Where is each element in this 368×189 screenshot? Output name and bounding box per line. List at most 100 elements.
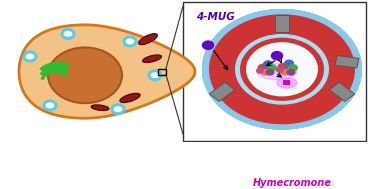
Circle shape [265,69,275,76]
Circle shape [203,11,359,129]
Circle shape [205,10,358,126]
Circle shape [202,9,361,129]
Circle shape [202,41,213,49]
Ellipse shape [272,163,302,178]
Circle shape [204,10,360,127]
Circle shape [204,10,361,128]
Circle shape [204,10,361,129]
Circle shape [231,31,333,108]
Circle shape [205,11,361,129]
Circle shape [204,10,358,126]
Circle shape [219,22,345,117]
Circle shape [202,9,362,129]
Bar [158,69,166,74]
Circle shape [203,11,360,129]
Circle shape [48,47,122,103]
Circle shape [202,9,362,129]
Circle shape [205,10,361,127]
Circle shape [203,11,357,127]
Circle shape [225,26,339,112]
Circle shape [206,11,361,126]
Circle shape [234,33,330,105]
Circle shape [205,11,361,128]
Circle shape [210,15,354,124]
Circle shape [202,9,362,129]
Circle shape [203,10,360,129]
Circle shape [204,10,360,128]
Circle shape [224,26,340,113]
Circle shape [213,17,351,121]
Circle shape [202,9,361,129]
Circle shape [256,68,264,74]
Circle shape [205,10,361,128]
Circle shape [246,42,318,96]
Circle shape [202,10,361,129]
Circle shape [204,10,358,127]
Ellipse shape [257,63,297,80]
Circle shape [204,10,360,127]
Circle shape [223,25,341,114]
Circle shape [124,37,136,46]
Circle shape [202,9,361,129]
Circle shape [202,9,362,129]
Circle shape [202,9,362,129]
Circle shape [202,9,362,129]
Circle shape [203,11,358,128]
Circle shape [203,12,357,128]
Circle shape [204,9,361,128]
Circle shape [205,12,360,129]
Circle shape [203,10,360,128]
Circle shape [112,105,124,114]
Circle shape [205,12,360,129]
Circle shape [203,11,358,128]
Circle shape [202,9,362,129]
Circle shape [203,10,361,129]
Ellipse shape [142,55,162,63]
Circle shape [229,29,335,109]
Circle shape [204,11,360,129]
Polygon shape [209,82,235,101]
Circle shape [204,10,362,129]
Circle shape [202,10,361,129]
Circle shape [205,10,361,128]
Circle shape [205,10,361,128]
Circle shape [202,9,362,129]
Circle shape [203,9,362,129]
Circle shape [212,17,352,122]
Circle shape [233,32,331,106]
Circle shape [205,12,361,129]
Circle shape [203,11,357,127]
Ellipse shape [120,93,140,103]
Circle shape [202,9,362,129]
Circle shape [203,11,361,129]
Circle shape [203,9,362,129]
Text: 4-MUG: 4-MUG [196,12,235,22]
Circle shape [203,9,361,129]
Circle shape [277,63,289,71]
Circle shape [205,10,359,126]
Circle shape [203,10,360,128]
Circle shape [204,11,361,129]
Circle shape [202,10,360,128]
Circle shape [205,10,360,127]
Circle shape [204,12,360,129]
Polygon shape [275,15,289,32]
Circle shape [232,32,332,107]
Circle shape [218,21,346,118]
Circle shape [205,11,361,128]
Circle shape [206,13,360,129]
Circle shape [204,10,361,128]
Circle shape [203,11,359,128]
Circle shape [206,11,361,127]
Circle shape [204,12,358,128]
Circle shape [202,9,362,129]
Circle shape [205,13,359,129]
Ellipse shape [139,34,158,45]
Circle shape [204,9,361,128]
Circle shape [204,10,359,127]
Circle shape [228,29,336,110]
Circle shape [204,11,358,126]
Polygon shape [329,82,355,101]
Circle shape [204,10,361,128]
Circle shape [202,9,362,129]
